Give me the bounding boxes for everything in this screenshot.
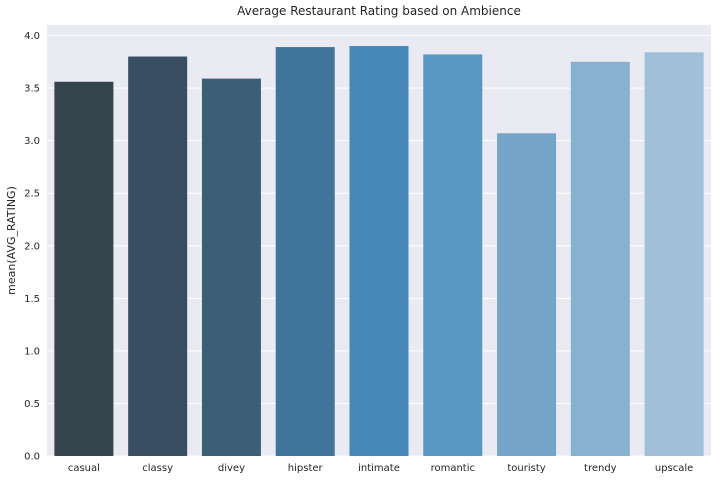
y-tick-label: 3.5 (24, 84, 40, 95)
y-tick-label: 3.0 (24, 136, 40, 147)
x-tick-label: upscale (655, 463, 693, 474)
bar-intimate (349, 46, 409, 457)
bars (54, 46, 704, 457)
chart-title: Average Restaurant Rating based on Ambie… (237, 4, 521, 18)
y-tick-label: 2.5 (24, 189, 40, 200)
y-tick-label: 0.0 (24, 452, 40, 463)
x-tick-label: intimate (358, 463, 400, 474)
bar-hipster (275, 47, 335, 456)
y-tick-label: 1.5 (24, 294, 40, 305)
y-tick-label: 0.5 (24, 399, 40, 410)
x-tick-label: romantic (431, 463, 475, 474)
x-tick-label: touristy (507, 463, 545, 474)
bar-touristy (497, 133, 557, 456)
bar-trendy (570, 61, 630, 456)
bar-casual (54, 81, 114, 456)
x-tick-labels: casual classy divey hipster intimate romantic… (68, 463, 693, 474)
bar-classy (128, 56, 188, 456)
y-tick-labels: 0.0 0.5 1.0 1.5 2.0 2.5 3.0 3.5 4.0 (24, 31, 40, 462)
bar-divey (201, 78, 261, 457)
y-tick-label: 2.0 (24, 241, 40, 252)
x-tick-label: classy (142, 463, 173, 474)
y-axis-label: mean(AVG_RATING) (5, 186, 18, 295)
y-tick-label: 4.0 (24, 31, 40, 42)
x-tick-label: hipster (288, 463, 324, 474)
x-tick-label: divey (218, 463, 245, 474)
x-tick-label: casual (68, 463, 100, 474)
bar-upscale (644, 52, 704, 457)
y-tick-label: 1.0 (24, 346, 40, 357)
bar-romantic (423, 54, 483, 457)
x-tick-label: trendy (584, 463, 617, 474)
